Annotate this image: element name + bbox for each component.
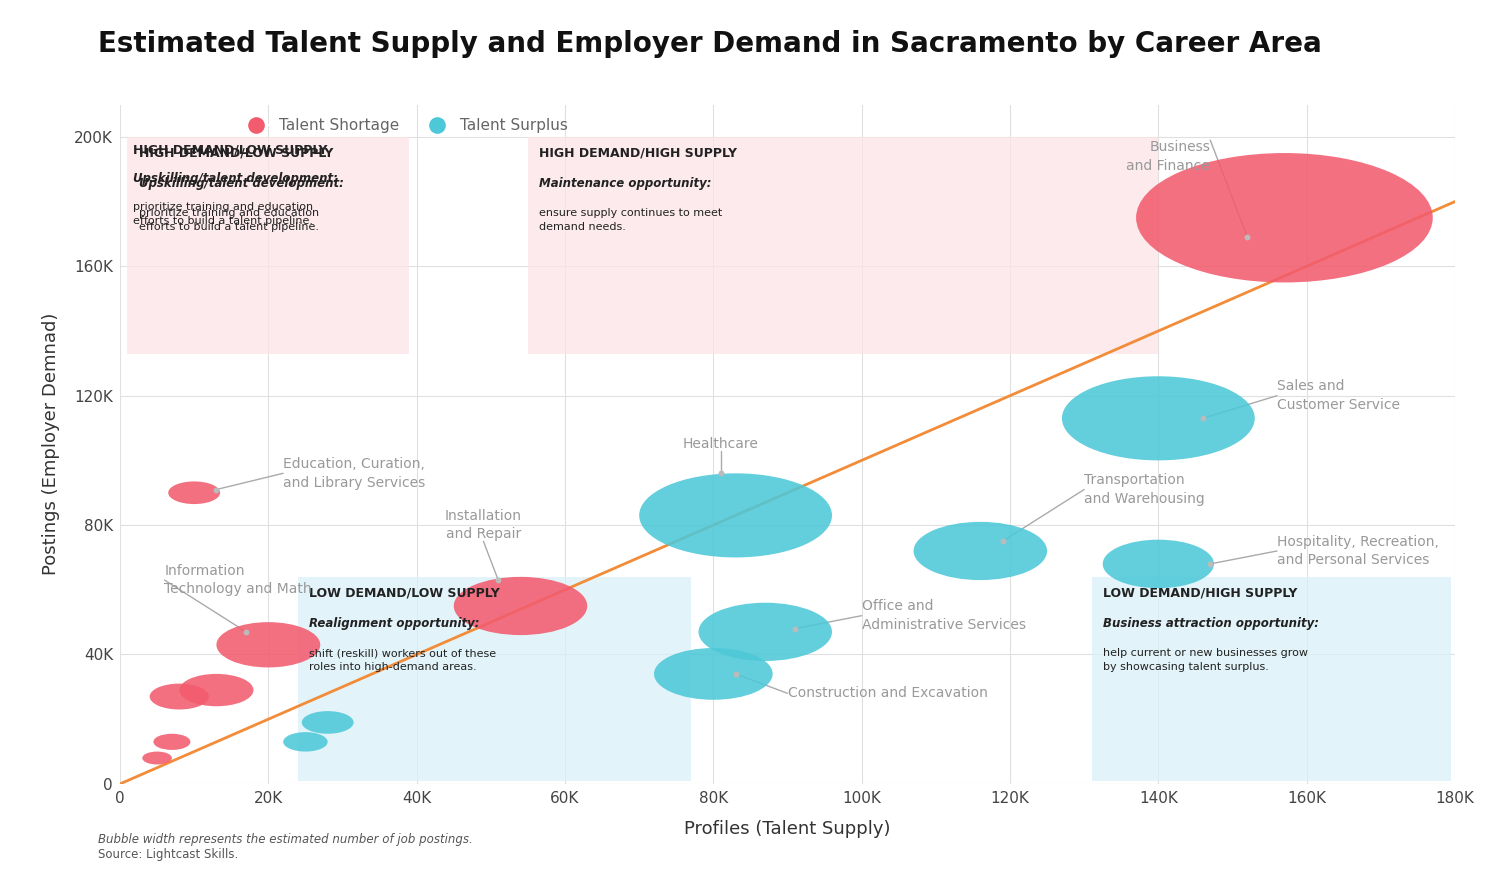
Ellipse shape [180, 674, 254, 706]
Ellipse shape [1062, 376, 1254, 461]
Text: shift (reskill) workers out of these
roles into high-demand areas.: shift (reskill) workers out of these rol… [309, 648, 496, 672]
Y-axis label: Postings (Employer Demnad): Postings (Employer Demnad) [42, 313, 60, 576]
Point [204, 483, 228, 496]
Text: Upskilling/talent development:: Upskilling/talent development: [134, 172, 338, 186]
Text: Installation
and Repair: Installation and Repair [446, 509, 522, 541]
Ellipse shape [453, 577, 588, 635]
Text: LOW DEMAND/LOW SUPPLY: LOW DEMAND/LOW SUPPLY [309, 586, 500, 599]
Text: HIGH DEMAND/LOW SUPPLY: HIGH DEMAND/LOW SUPPLY [134, 144, 327, 156]
X-axis label: Profiles (Talent Supply): Profiles (Talent Supply) [684, 820, 891, 838]
Ellipse shape [639, 473, 833, 557]
Text: LOW DEMAND/HIGH SUPPLY: LOW DEMAND/HIGH SUPPLY [1102, 586, 1298, 599]
Point [234, 625, 258, 638]
Ellipse shape [142, 752, 172, 765]
Ellipse shape [284, 733, 327, 752]
Point [708, 466, 732, 480]
Text: help current or new businesses grow
by showcasing talent surplus.: help current or new businesses grow by s… [1102, 648, 1308, 672]
Text: prioritize training and education
efforts to build a talent pipeline.: prioritize training and education effort… [138, 208, 318, 232]
Text: HIGH DEMAND/LOW SUPPLY: HIGH DEMAND/LOW SUPPLY [138, 146, 333, 159]
Text: Business
and Finance: Business and Finance [1126, 140, 1210, 172]
Point [1236, 230, 1260, 244]
Text: Sales and
Customer Service: Sales and Customer Service [1276, 380, 1400, 412]
Text: Business attraction opportunity:: Business attraction opportunity: [1102, 618, 1318, 631]
Text: Maintenance opportunity:: Maintenance opportunity: [538, 178, 711, 190]
Point [486, 573, 510, 587]
Text: Construction and Excavation: Construction and Excavation [788, 686, 987, 700]
Text: Healthcare: Healthcare [682, 436, 759, 450]
FancyBboxPatch shape [1092, 577, 1452, 780]
Ellipse shape [699, 603, 832, 661]
Text: Bubble width represents the estimated number of job postings.: Bubble width represents the estimated nu… [98, 834, 472, 846]
Ellipse shape [654, 648, 772, 699]
Ellipse shape [150, 684, 208, 710]
Text: ensure supply continues to meet
demand needs.: ensure supply continues to meet demand n… [538, 208, 723, 232]
FancyBboxPatch shape [128, 137, 410, 354]
Ellipse shape [914, 522, 1047, 580]
Text: Office and
Administrative Services: Office and Administrative Services [861, 599, 1026, 631]
FancyBboxPatch shape [528, 137, 1158, 354]
Ellipse shape [216, 622, 321, 667]
Ellipse shape [302, 711, 354, 733]
Ellipse shape [168, 482, 220, 504]
Ellipse shape [153, 733, 190, 750]
Point [990, 534, 1014, 548]
Text: Upskilling/talent development:: Upskilling/talent development: [138, 178, 344, 190]
Ellipse shape [1136, 153, 1432, 282]
FancyBboxPatch shape [298, 577, 692, 780]
Text: Estimated Talent Supply and Employer Demand in Sacramento by Career Area: Estimated Talent Supply and Employer Dem… [98, 30, 1322, 58]
Point [783, 622, 807, 636]
Point [1198, 557, 1222, 571]
Text: prioritize training and education
efforts to build a talent pipeline.: prioritize training and education effort… [134, 201, 314, 226]
Legend: Talent Shortage, Talent Surplus: Talent Shortage, Talent Surplus [234, 112, 574, 139]
Text: HIGH DEMAND/HIGH SUPPLY: HIGH DEMAND/HIGH SUPPLY [538, 146, 736, 159]
Text: Transportation
and Warehousing: Transportation and Warehousing [1084, 473, 1204, 506]
Point [723, 667, 747, 681]
Point [1191, 411, 1215, 425]
Text: Realignment opportunity:: Realignment opportunity: [309, 618, 480, 631]
Text: Source: Lightcast Skills.: Source: Lightcast Skills. [98, 848, 237, 861]
Ellipse shape [1102, 540, 1214, 588]
Text: Hospitality, Recreation,
and Personal Services: Hospitality, Recreation, and Personal Se… [1276, 535, 1438, 567]
Text: Information
Technology and Math: Information Technology and Math [165, 564, 312, 597]
Text: Education, Curation,
and Library Services: Education, Curation, and Library Service… [284, 457, 426, 490]
